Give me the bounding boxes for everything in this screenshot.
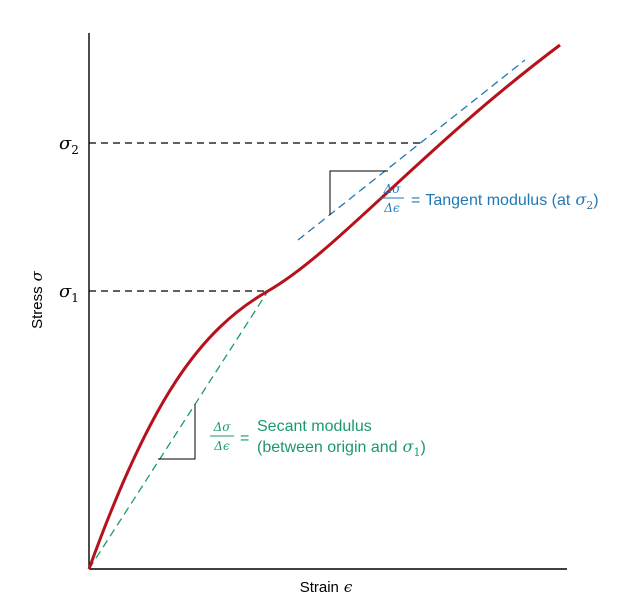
secant-equals: = — [240, 430, 249, 447]
stress-strain-curve — [87, 43, 561, 570]
tangent-label: = Tangent modulus (at σ2) — [411, 190, 599, 212]
tangent-annotation: Δσ Δϵ = Tangent modulus (at σ2) — [380, 182, 599, 215]
x-axis-label: Strain ϵ — [300, 578, 353, 596]
secant-label-line1: Secant modulus — [257, 418, 372, 435]
tangent-fraction-denominator: Δϵ — [383, 201, 400, 215]
secant-annotation: Δσ Δϵ = Secant modulus (between origin a… — [210, 418, 426, 459]
tangent-fraction-numerator: Δσ — [383, 182, 402, 196]
sigma2-marker: σ2 — [59, 133, 79, 157]
secant-fraction-numerator: Δσ — [213, 420, 232, 434]
tangent-slope-triangle — [329, 170, 388, 215]
y-axis-label: Stressσ — [28, 270, 46, 329]
secant-slope-triangle — [158, 404, 196, 460]
secant-label-line2: (between origin and σ1) — [257, 437, 426, 459]
tangent-line — [297, 59, 526, 241]
sigma1-marker: σ1 — [59, 281, 79, 305]
secant-fraction-denominator: Δϵ — [213, 439, 230, 453]
secant-line — [88, 290, 269, 570]
